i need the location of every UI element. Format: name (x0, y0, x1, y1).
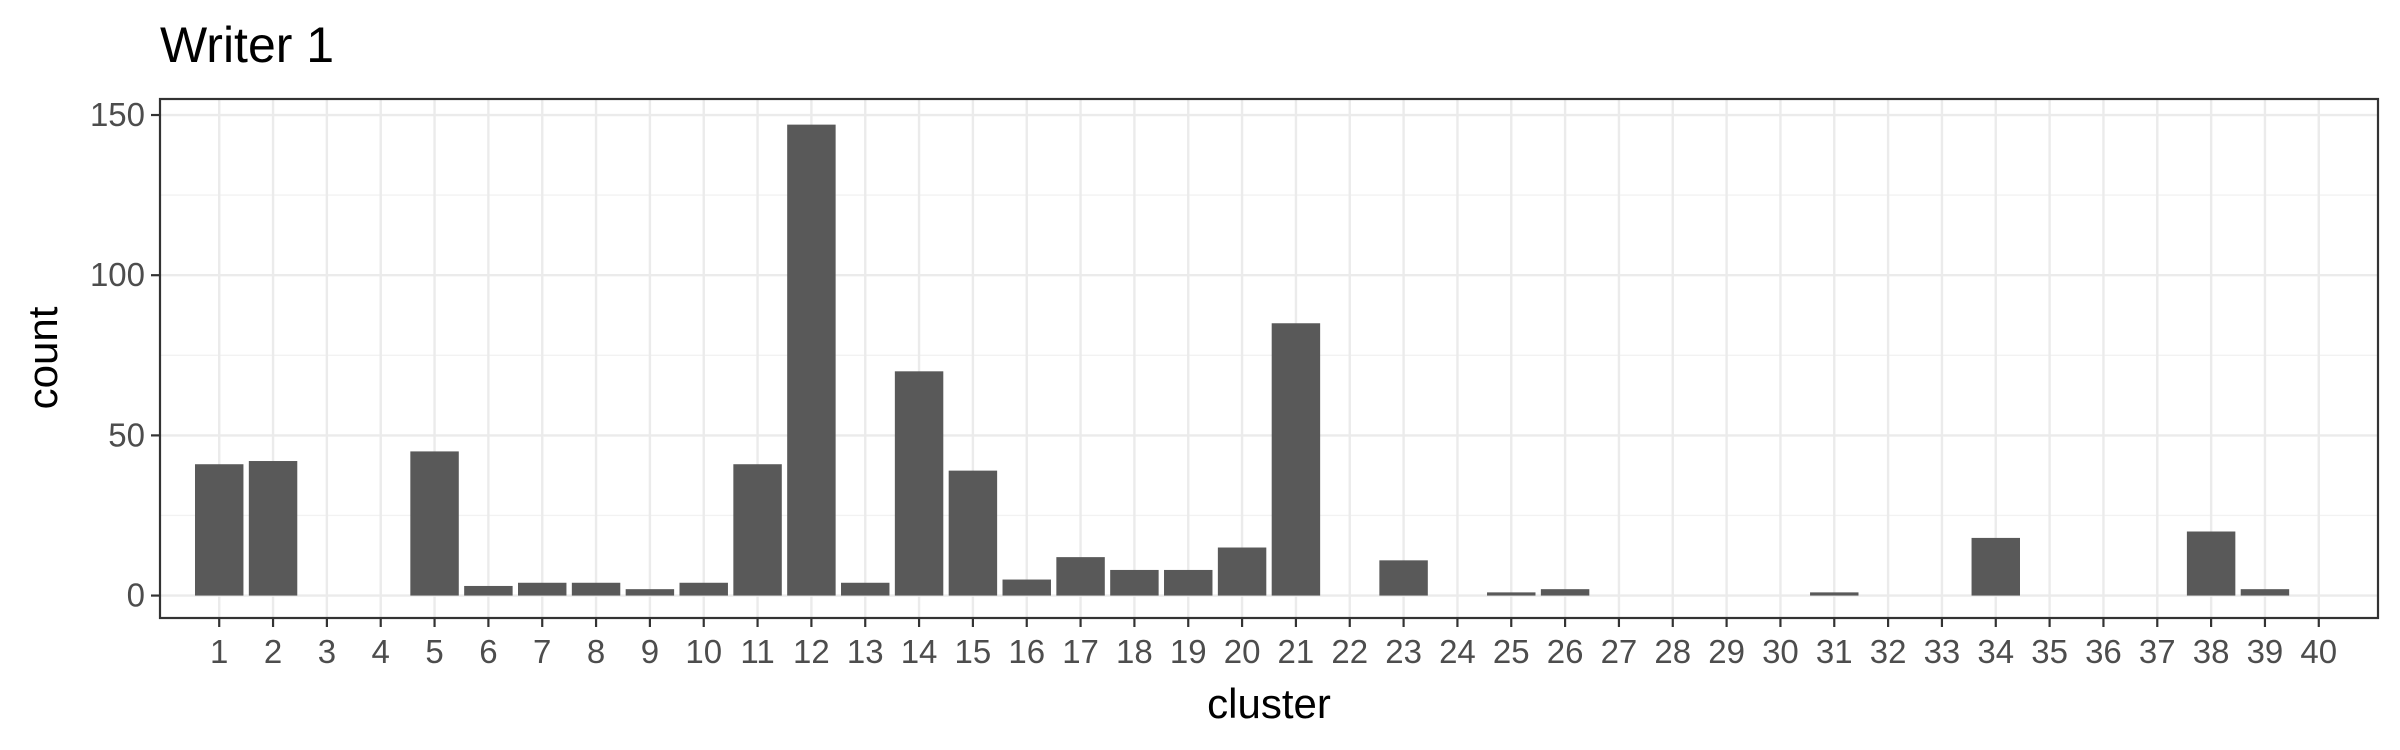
x-tick-label: 15 (955, 633, 992, 670)
x-tick-label: 3 (318, 633, 336, 670)
x-tick-label: 10 (685, 633, 722, 670)
x-tick-label: 31 (1816, 633, 1853, 670)
bar (1971, 537, 2020, 596)
bars (194, 124, 2290, 596)
y-tick-label: 100 (90, 256, 145, 293)
x-tick-label: 21 (1278, 633, 1315, 670)
x-tick-label: 18 (1116, 633, 1153, 670)
x-tick-label: 29 (1708, 633, 1745, 670)
bar (1810, 592, 1859, 596)
x-tick-label: 4 (372, 633, 390, 670)
bar (1540, 589, 1590, 596)
x-tick-label: 36 (2085, 633, 2122, 670)
x-tick-label: 8 (587, 633, 605, 670)
x-tick-label: 34 (1977, 633, 2014, 670)
x-tick-label: 14 (901, 633, 938, 670)
x-tick-label: 25 (1493, 633, 1530, 670)
grid (160, 99, 2378, 618)
y-axis: 0 50 100 150 (90, 96, 160, 614)
y-axis-title: count (19, 306, 66, 409)
x-tick-label: 11 (740, 633, 774, 670)
x-tick-label: 7 (533, 633, 551, 670)
x-tick-label: 2 (264, 633, 282, 670)
x-tick-label: 22 (1331, 633, 1368, 670)
x-tick-label: 13 (847, 633, 884, 670)
bar (1110, 569, 1159, 596)
chart-title: Writer 1 (160, 17, 334, 73)
bar (894, 371, 944, 596)
x-tick-label: 27 (1601, 633, 1638, 670)
y-tick-label: 50 (108, 416, 145, 453)
bar (518, 582, 567, 596)
x-tick-label: 35 (2031, 633, 2068, 670)
bar (679, 582, 728, 596)
bar (1217, 547, 1267, 596)
x-axis-title: cluster (1207, 680, 1331, 727)
y-tick-label: 0 (127, 577, 145, 614)
bar (841, 582, 890, 596)
bar (194, 464, 244, 596)
x-tick-label: 40 (2300, 633, 2337, 670)
bar (733, 464, 782, 596)
x-tick-label: 32 (1870, 633, 1907, 670)
bar (2240, 589, 2290, 596)
bar (410, 451, 459, 596)
x-tick-label: 16 (1008, 633, 1045, 670)
bar (1002, 579, 1051, 596)
plot-panel (158, 97, 2380, 620)
x-tick-label: 17 (1062, 633, 1099, 670)
bar (248, 461, 298, 596)
bar (1487, 592, 1536, 596)
bar (787, 124, 836, 596)
x-tick-label: 24 (1439, 633, 1476, 670)
x-tick-label: 39 (2247, 633, 2284, 670)
x-tick-label: 19 (1170, 633, 1207, 670)
bar (1379, 560, 1428, 596)
x-tick-label: 20 (1224, 633, 1261, 670)
x-tick-label: 5 (425, 633, 443, 670)
x-tick-label: 28 (1654, 633, 1691, 670)
bar (1056, 557, 1105, 596)
x-tick-label: 38 (2193, 633, 2230, 670)
x-tick-label: 23 (1385, 633, 1422, 670)
bar (571, 582, 621, 596)
x-tick-label: 9 (641, 633, 659, 670)
x-axis: 1 2 3 4 5 6 7 8 9 10 11 12 13 14 15 16 17 18 19 20 21 22 23 24 2… (210, 618, 2337, 670)
bar (1271, 323, 1321, 596)
x-tick-label: 1 (210, 633, 228, 670)
y-tick-label: 150 (90, 96, 145, 133)
bar (1164, 569, 1213, 596)
x-tick-label: 30 (1762, 633, 1799, 670)
x-tick-label: 37 (2139, 633, 2176, 670)
bar (2186, 531, 2236, 596)
bar (625, 589, 675, 596)
bar (464, 585, 513, 596)
bar (948, 470, 998, 596)
x-tick-label: 33 (1924, 633, 1961, 670)
x-tick-label: 26 (1547, 633, 1584, 670)
x-tick-label: 6 (479, 633, 497, 670)
x-tick-label: 12 (793, 633, 830, 670)
